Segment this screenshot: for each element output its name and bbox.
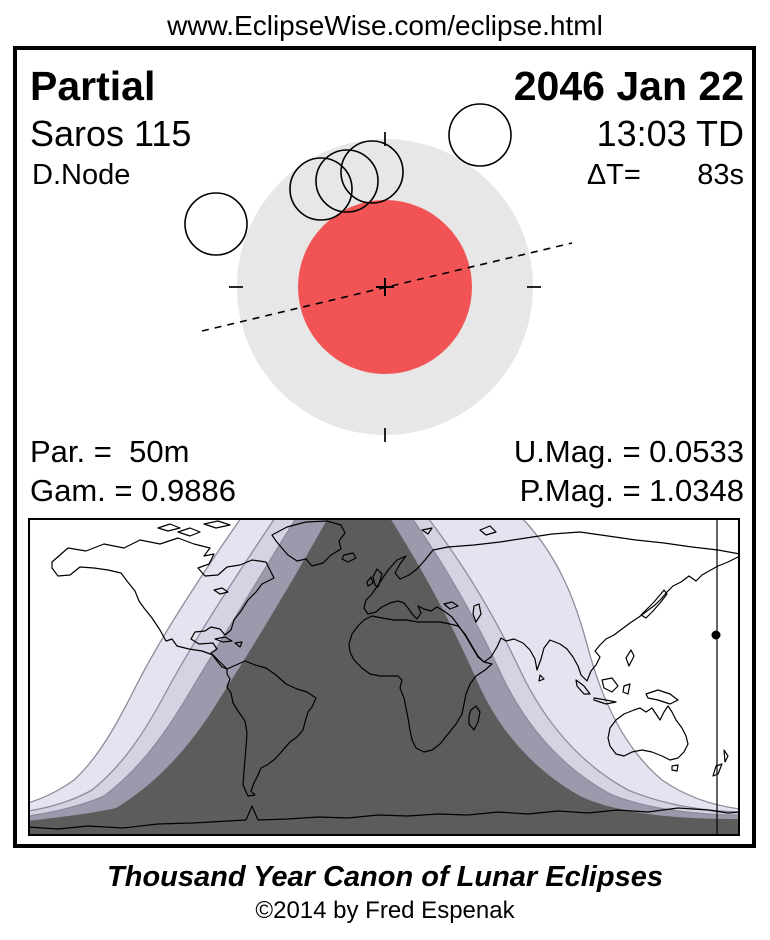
map-zone-entire-eclipse <box>28 518 740 836</box>
gamma-value: Gam. = 0.9886 <box>30 473 236 508</box>
node-label: D.Node <box>32 159 131 191</box>
ecliptic-dashed-line <box>201 242 573 332</box>
eclipse-type-label: Partial <box>30 63 156 109</box>
map-border <box>28 518 740 836</box>
moon-outline-p4 <box>448 103 512 167</box>
footer-title: Thousand Year Canon of Lunar Eclipses <box>107 861 663 893</box>
footer-copyright: ©2014 by Fred Espenak <box>255 897 515 924</box>
penumbral-magnitude: P.Mag. = 1.0348 <box>519 473 744 508</box>
umbral-magnitude: U.Mag. = 0.0533 <box>513 434 744 469</box>
visibility-map <box>28 518 740 836</box>
eclipse-time: 13:03 TD <box>596 113 744 154</box>
sublunar-point-dot <box>711 630 721 640</box>
saros-label: Saros 115 <box>30 113 192 154</box>
eclipse-date: 2046 Jan 22 <box>513 63 744 109</box>
moon-outline-u4 <box>340 140 404 204</box>
shadow-axis-crosshair <box>376 278 394 296</box>
figure-frame <box>13 46 756 848</box>
delta-t-value: ΔT= 83s <box>586 159 744 191</box>
continent-outlines <box>28 520 740 830</box>
moon-outline-p1 <box>184 192 248 256</box>
moon-outline-u1 <box>289 157 353 221</box>
header-url: www.EclipseWise.com/eclipse.html <box>167 10 603 41</box>
partial-duration: Par. = 50m <box>30 434 190 469</box>
zone-boundary-lines <box>28 518 740 817</box>
moon-path-outlines <box>184 103 512 256</box>
moon-outline-greatest <box>315 149 379 213</box>
shadow-diagram <box>184 103 573 442</box>
